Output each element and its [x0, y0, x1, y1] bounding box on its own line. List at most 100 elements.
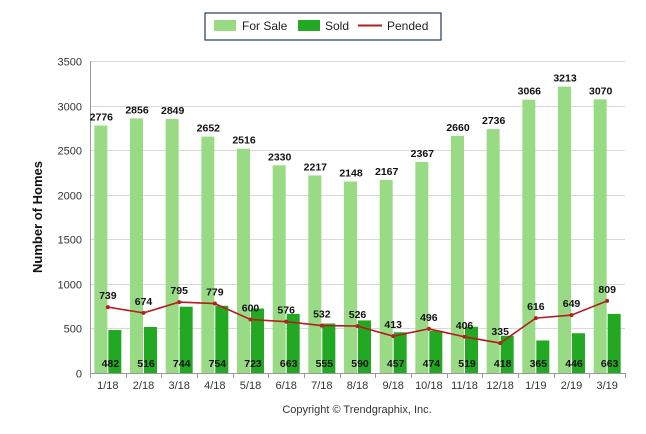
- pended-point: [141, 310, 146, 315]
- data-label-sold: 744: [173, 358, 191, 370]
- bar-for-sale: [344, 181, 357, 373]
- bar-sold: [536, 340, 550, 373]
- pended-point: [248, 317, 253, 322]
- data-label-for-sale: 2367: [411, 148, 435, 160]
- x-tick-label: 3/18: [168, 380, 189, 392]
- bar-sold: [215, 305, 229, 373]
- x-tick-label: 1/19: [525, 380, 546, 392]
- data-label-sold: 519: [458, 358, 476, 370]
- bar-sold: [572, 333, 585, 373]
- bar-for-sale: [308, 175, 322, 373]
- data-label-sold: 365: [530, 358, 548, 370]
- data-label-for-sale: 3070: [589, 85, 613, 97]
- bar-sold: [144, 327, 157, 373]
- data-label-for-sale: 2330: [268, 151, 292, 163]
- data-label-for-sale: 2660: [446, 122, 470, 134]
- data-label-for-sale: 2148: [339, 168, 363, 180]
- y-tick-label: 0: [76, 369, 82, 381]
- pended-point: [177, 300, 182, 305]
- bar-sold: [358, 320, 371, 373]
- bar-for-sale: [237, 148, 250, 373]
- pended-point: [212, 301, 217, 306]
- x-tick-label: 2/18: [133, 380, 154, 392]
- pended-point: [426, 326, 431, 331]
- data-label-pended: 532: [313, 309, 331, 321]
- data-label-sold: 418: [494, 358, 512, 370]
- pended-line: [105, 298, 610, 346]
- pended-point: [284, 319, 289, 324]
- data-label-pended: 795: [170, 285, 188, 297]
- data-label-pended: 526: [349, 309, 367, 321]
- bar-sold: [429, 330, 443, 373]
- y-tick-label: 500: [64, 324, 82, 336]
- data-label-sold: 663: [280, 358, 298, 370]
- data-label-sold: 474: [423, 358, 441, 370]
- x-tick-label: 5/18: [240, 380, 261, 392]
- x-tick-label: 1/18: [97, 380, 118, 392]
- bar-for-sale: [558, 86, 571, 374]
- pended-point: [498, 341, 503, 346]
- bar-sold: [500, 335, 514, 373]
- x-tick-label: 3/19: [596, 380, 617, 392]
- data-label-pended: 600: [242, 303, 260, 315]
- x-tick-label: 6/18: [275, 380, 296, 392]
- data-label-pended: 616: [527, 301, 545, 313]
- x-tick-label: 7/18: [311, 380, 332, 392]
- data-label-sold: 482: [102, 358, 120, 370]
- bar-for-sale: [130, 118, 143, 374]
- pended-point: [533, 316, 538, 321]
- data-label-for-sale: 2217: [304, 161, 328, 173]
- bar-for-sale: [522, 99, 536, 374]
- y-tick-label: 3500: [58, 57, 82, 69]
- pended-point: [319, 323, 324, 328]
- data-label-sold: 457: [387, 358, 405, 370]
- bars: [94, 86, 621, 374]
- data-label-for-sale: 2849: [161, 105, 185, 117]
- bar-sold: [607, 313, 621, 373]
- data-label-sold: 754: [209, 358, 227, 370]
- data-label-for-sale: 2736: [482, 115, 506, 127]
- y-tick-label: 1000: [58, 280, 82, 292]
- data-label-sold: 446: [565, 358, 583, 370]
- pended-point: [462, 334, 467, 339]
- data-label-pended: 496: [420, 312, 438, 324]
- bar-for-sale: [379, 179, 393, 373]
- data-label-for-sale: 2652: [197, 123, 221, 135]
- bar-for-sale: [486, 129, 500, 373]
- bar-for-sale: [451, 135, 464, 373]
- x-tick-label: 8/18: [347, 380, 368, 392]
- y-tick-label: 1500: [58, 235, 82, 247]
- x-tick-label: 12/18: [486, 380, 514, 392]
- legend-label-sold: Sold: [325, 19, 349, 33]
- data-label-for-sale: 2167: [375, 166, 399, 178]
- legend-swatch-for-sale: [214, 20, 236, 31]
- bar-sold: [286, 313, 300, 373]
- y-tick-label: 2000: [58, 191, 82, 203]
- data-label-sold: 516: [137, 358, 155, 370]
- data-label-pended: 413: [384, 319, 402, 331]
- legend-label-pended: Pended: [387, 19, 428, 33]
- data-label-for-sale: 2856: [125, 104, 149, 116]
- x-tick-label: 9/18: [382, 380, 403, 392]
- data-label-pended: 335: [491, 326, 509, 338]
- bar-for-sale: [165, 119, 179, 373]
- bar-for-sale: [94, 125, 108, 373]
- y-tick-label: 2500: [58, 146, 82, 158]
- pended-point: [605, 298, 610, 303]
- data-label-pended: 649: [563, 298, 581, 310]
- y-axis: 0 500 1000 1500 2000 2500 3000 3500: [58, 57, 91, 381]
- x-axis: 1/18 2/18 3/18 4/18 5/18 6/18 7/18 8/18 9/18 10/1…: [90, 373, 626, 392]
- legend-swatch-sold: [298, 20, 320, 31]
- data-label-pended: 406: [456, 320, 474, 332]
- pended-point: [569, 313, 574, 318]
- bar-sold: [322, 323, 336, 373]
- data-label-sold: 663: [601, 358, 619, 370]
- bar-sold: [108, 330, 122, 373]
- data-label-sold: 723: [244, 358, 262, 370]
- bar-for-sale: [201, 136, 215, 373]
- legend-label-for-sale: For Sale: [242, 19, 288, 33]
- legend-box: [204, 12, 442, 41]
- x-tick-label: 2/19: [561, 380, 582, 392]
- data-label-sold: 555: [316, 358, 334, 370]
